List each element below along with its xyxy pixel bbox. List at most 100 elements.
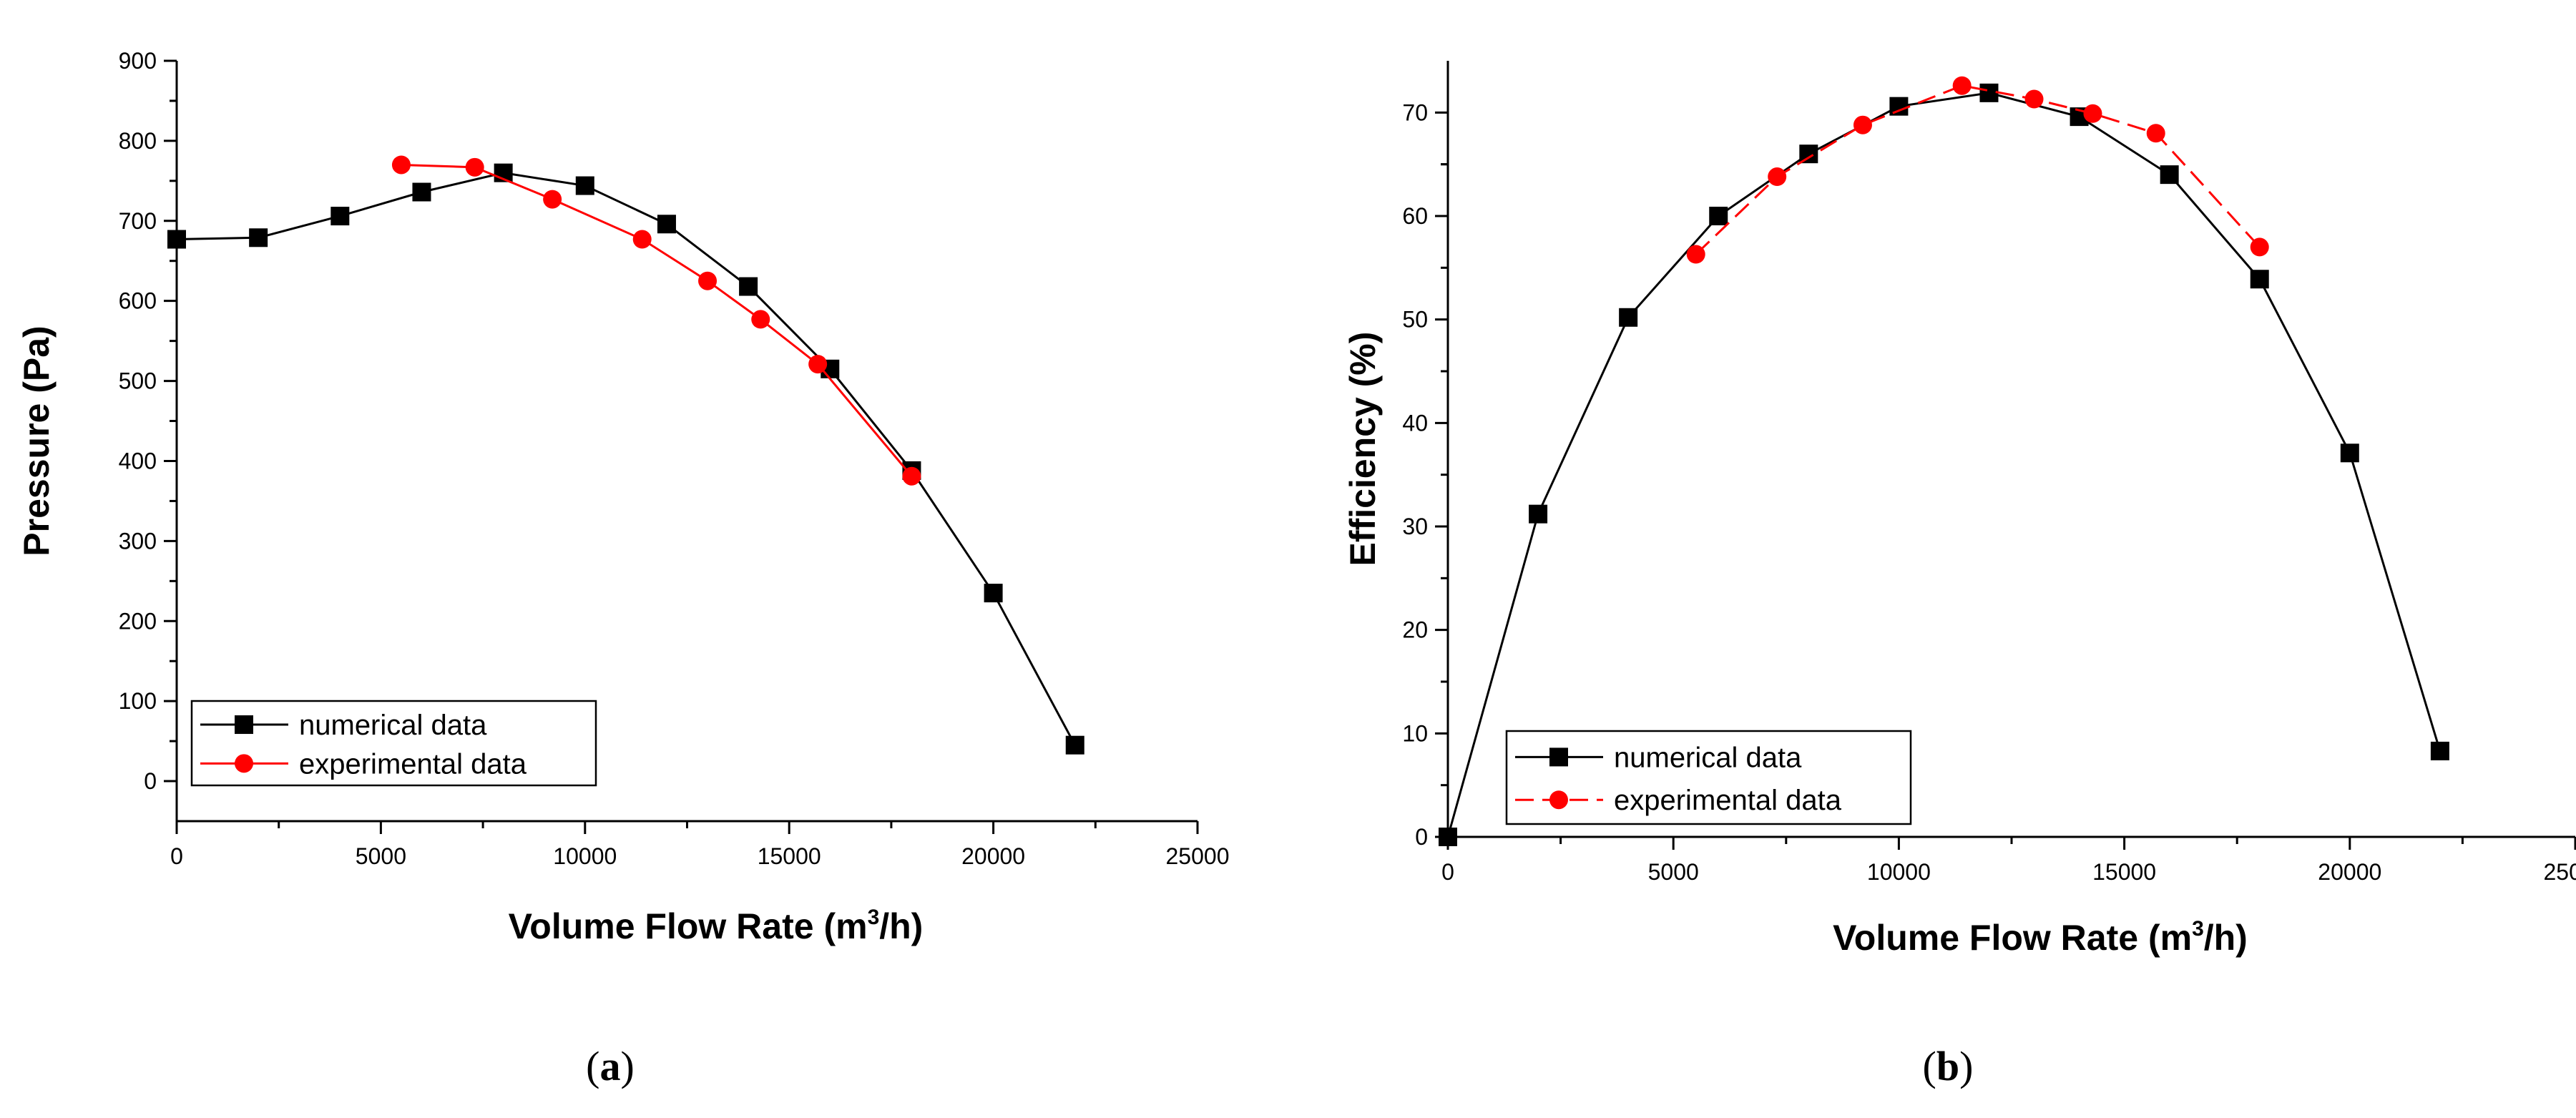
data-point-experimental [1952, 76, 1972, 95]
x-tick-label: 0 [170, 843, 183, 869]
y-axis-title: Pressure (Pa) [16, 325, 57, 556]
x-axis-title-post: /h) [2204, 918, 2248, 958]
legend-marker-square [235, 715, 253, 735]
chart-b: 0 5000 10000 15000 20000 25000 0 10 20 30 40 50 60 70… [1343, 61, 2576, 1089]
y-tick-label: 30 [1402, 514, 1428, 539]
data-point-experimental [2083, 104, 2102, 123]
y-tick-label: 70 [1402, 99, 1428, 125]
data-point-experimental [902, 466, 921, 486]
x-axis-title-sup: 3 [2192, 917, 2204, 941]
y-tick-label: 900 [119, 48, 157, 74]
x-axis-title-pre: Volume Flow Rate (m [509, 906, 868, 946]
panel-paren-open: ( [586, 1043, 599, 1089]
y-tick-label: 100 [119, 688, 157, 714]
y-tick-label: 40 [1402, 410, 1428, 436]
x-tick-label: 10000 [553, 843, 617, 869]
data-point-experimental [632, 230, 652, 249]
data-point-numerical [2160, 165, 2179, 185]
x-axis-title-sup: 3 [868, 906, 880, 929]
data-point-experimental [1686, 245, 1705, 264]
data-point-numerical [167, 230, 186, 249]
legend-label: numerical data [1614, 742, 1802, 773]
y-tick-label: 200 [119, 608, 157, 634]
data-point-numerical [1439, 828, 1457, 846]
panel-paren-close: ) [621, 1043, 635, 1089]
x-tick-label: 10000 [1867, 859, 1931, 885]
data-point-numerical [330, 207, 350, 226]
y-tick-label: 20 [1402, 617, 1428, 643]
y-tick-label: 0 [1415, 824, 1428, 850]
data-point-numerical [657, 215, 676, 234]
x-tick-label: 5000 [1648, 859, 1699, 885]
data-point-experimental [2024, 89, 2044, 109]
data-point-numerical [739, 277, 758, 296]
data-point-numerical [2340, 443, 2359, 463]
panel-letter: a [600, 1043, 621, 1089]
legend-box [1505, 730, 1912, 825]
data-point-numerical [1709, 207, 1728, 225]
legend-label: numerical data [299, 710, 487, 741]
y-tick-label: 300 [119, 528, 157, 554]
series-line-numerical-data [1446, 92, 2442, 838]
series-line-numerical-data [176, 172, 1077, 746]
x-tick-label: 25000 [1166, 843, 1230, 869]
y-tick-label: 0 [144, 768, 157, 794]
panel-letter: b [1936, 1043, 1959, 1089]
panel-paren-open: ( [1923, 1043, 1936, 1089]
y-tick-label: 400 [119, 448, 157, 474]
data-point-numerical [1529, 504, 1548, 524]
data-point-numerical [2250, 270, 2269, 289]
x-tick-label: 25000 [2544, 859, 2576, 885]
x-tick-label: 20000 [961, 843, 1025, 869]
x-axis-title: Volume Flow Rate (m3/h) [1833, 917, 2248, 958]
series-line-experimental-data [1695, 84, 2261, 255]
panel-label: (b) [1923, 1043, 1974, 1089]
data-point-numerical [1065, 735, 1084, 755]
data-point-experimental [391, 155, 411, 175]
x-tick-label: 0 [1441, 859, 1454, 885]
legend-box [190, 700, 597, 787]
chart-a: 0 5000 10000 15000 20000 25000 0 100 200 300 400 50… [16, 48, 1229, 1089]
y-axis-title: Efficiency (%) [1343, 332, 1383, 567]
data-point-experimental [698, 271, 718, 290]
data-point-numerical [249, 228, 268, 247]
legend-marker-circle [1549, 790, 1568, 810]
y-tick-label: 10 [1402, 720, 1428, 746]
data-point-numerical [2430, 741, 2449, 760]
series-line-experimental-data [401, 163, 913, 477]
x-tick-label: 20000 [2318, 859, 2381, 885]
legend-label: experimental data [299, 748, 527, 780]
panel-paren-close: ) [1959, 1043, 1973, 1089]
data-point-numerical [984, 584, 1003, 603]
y-tick-label: 600 [119, 288, 157, 314]
y-tick-label: 60 [1402, 203, 1428, 229]
data-point-numerical [1979, 83, 1999, 102]
data-point-experimental [751, 310, 770, 329]
x-axis-title-pre: Volume Flow Rate (m [1833, 918, 2192, 958]
y-tick-label: 500 [119, 368, 157, 394]
x-tick-label: 5000 [356, 843, 406, 869]
data-point-experimental [1768, 167, 1787, 187]
panel-label: (a) [586, 1043, 635, 1089]
x-axis-title-post: /h) [879, 906, 923, 946]
data-point-experimental [543, 190, 562, 209]
legend-marker-circle [235, 754, 253, 773]
x-tick-label: 15000 [758, 843, 821, 869]
data-point-experimental [1853, 115, 1872, 134]
data-point-experimental [808, 355, 828, 374]
data-point-numerical [412, 182, 431, 202]
legend-label: experimental data [1614, 785, 1842, 816]
x-axis-title: Volume Flow Rate (m3/h) [509, 906, 924, 946]
y-tick-label: 800 [119, 128, 157, 154]
data-point-numerical [575, 176, 594, 195]
data-point-experimental [2146, 124, 2165, 143]
x-tick-label: 15000 [2092, 859, 2156, 885]
y-tick-label: 50 [1402, 307, 1428, 333]
data-point-experimental [2250, 237, 2269, 257]
y-tick-label: 700 [119, 208, 157, 234]
data-point-numerical [1619, 308, 1638, 327]
data-point-numerical [1889, 97, 1909, 116]
legend-marker-square [1549, 747, 1568, 767]
